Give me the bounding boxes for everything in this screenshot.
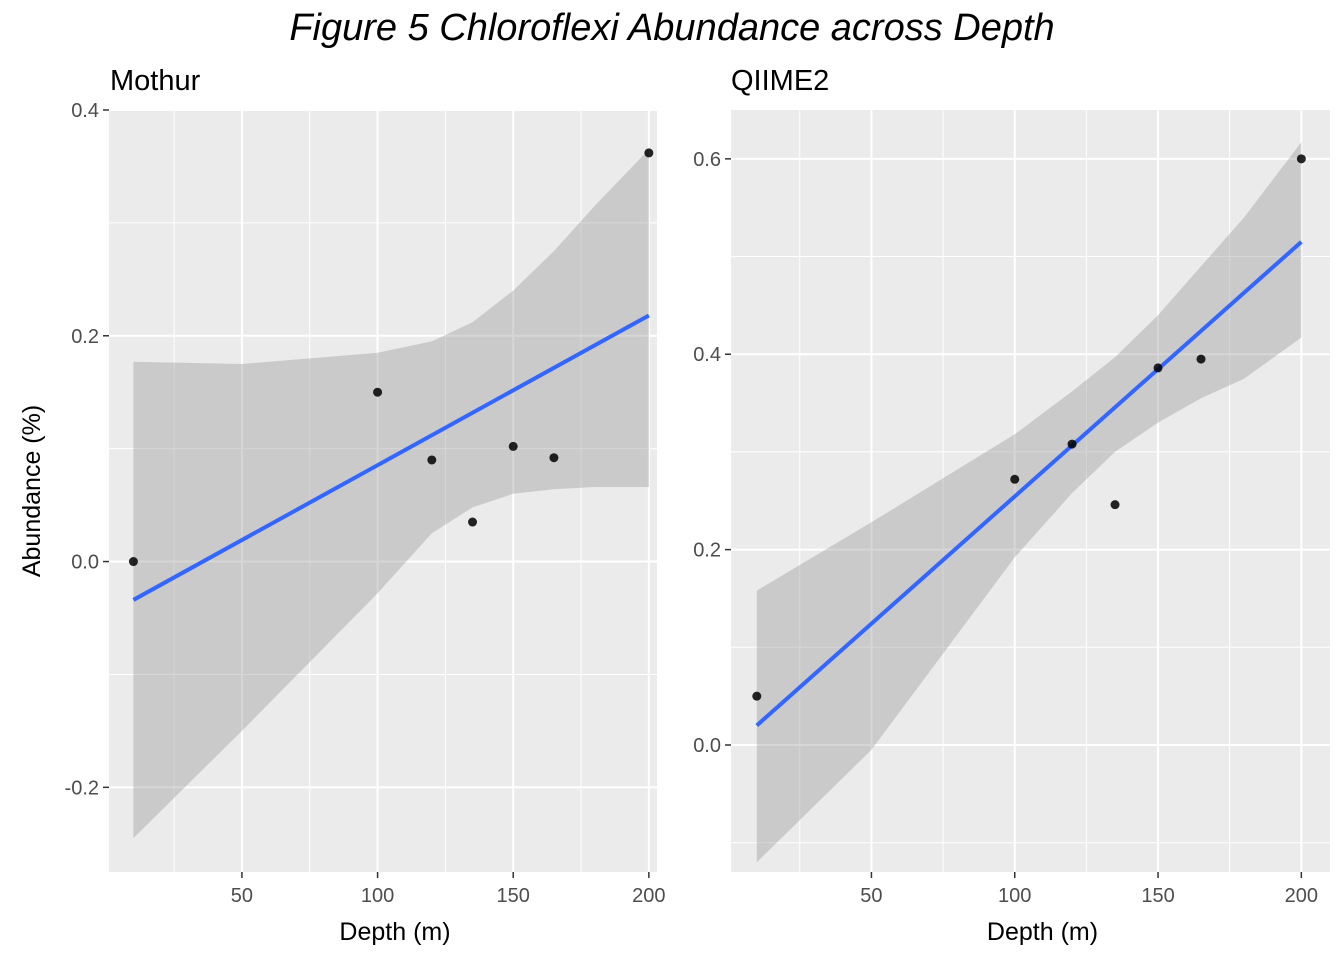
panel-title: Mothur [110,65,201,97]
data-point [549,453,559,463]
data-point [468,517,478,527]
data-point [752,691,762,701]
panel-background [109,110,657,872]
y-tick-label: 0.2 [71,326,99,348]
regression-line [755,240,1303,727]
x-axis-title: Depth (m) [339,918,450,946]
y-tick-label: 0.4 [693,344,721,366]
data-point [1196,354,1206,364]
confidence-band [133,149,649,839]
regression-line [132,313,650,602]
data-point [1067,439,1077,449]
y-tick-label: 0.2 [693,540,721,562]
x-tick-label: 150 [1141,885,1174,907]
data-point [427,455,437,465]
data-point [1296,154,1306,164]
data-point [508,441,518,451]
x-tick-label: 150 [497,885,530,907]
x-tick-label: 50 [860,885,882,907]
x-tick-label: 100 [361,885,394,907]
data-point [1010,474,1020,484]
data-point [644,148,654,158]
y-tick-label: -0.2 [65,777,99,799]
panel-mothur: 50 100 150 200 -0.2 0.0 0.2 0.4 Mothur Depth (m) [65,65,666,946]
y-tick-label: 0.6 [693,149,721,171]
data-point [128,557,138,567]
y-tick-label: 0.0 [693,735,721,757]
x-axis-title: Depth (m) [987,918,1098,946]
panel-qiime2: 50 100 150 200 0.0 0.2 0.4 0.6 QIIME2 Depth (m) [693,65,1330,946]
data-point [1153,363,1163,373]
y-axis-title: Abundance (%) [18,405,46,577]
y-tick-label: 0.4 [71,100,99,122]
x-tick-label: 100 [998,885,1031,907]
x-tick-label: 200 [632,885,665,907]
data-point [373,387,383,397]
data-point [1110,500,1120,510]
x-tick-label: 200 [1285,885,1318,907]
figure-title: Figure 5 Chloroflexi Abundance across De… [289,7,1054,49]
y-tick-label: 0.0 [71,552,99,574]
panel-title: QIIME2 [731,65,829,97]
x-tick-label: 50 [231,885,253,907]
confidence-band [756,142,1302,863]
